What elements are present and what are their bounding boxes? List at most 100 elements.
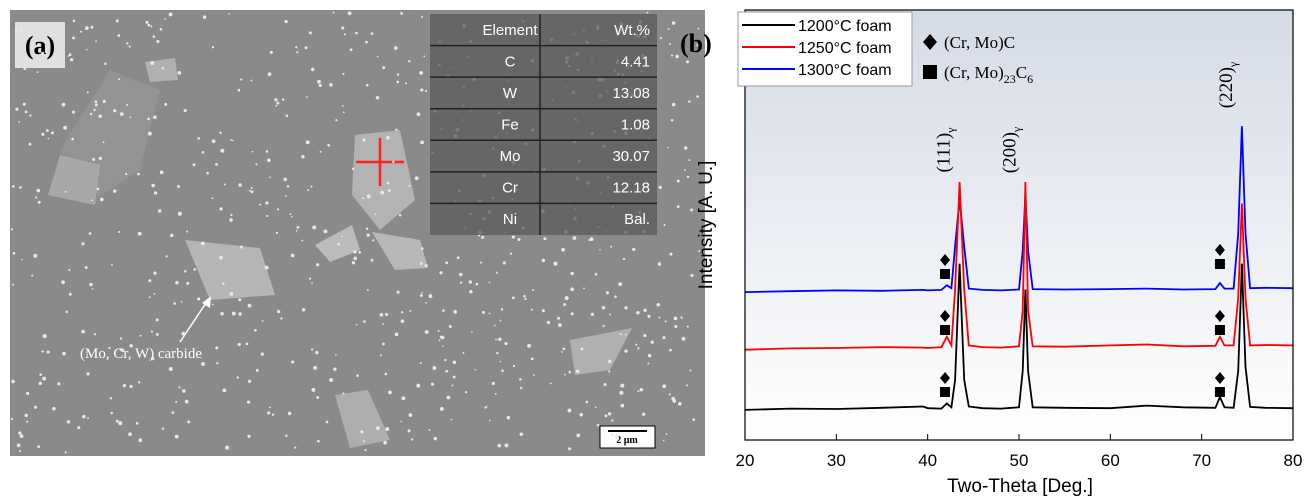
speckle bbox=[619, 390, 624, 395]
speckle bbox=[183, 109, 187, 113]
speckle bbox=[318, 83, 322, 88]
table-cell: Cr bbox=[502, 180, 518, 197]
speckle bbox=[16, 443, 21, 448]
speckle bbox=[267, 411, 271, 415]
speckle bbox=[688, 100, 691, 103]
speckle bbox=[313, 365, 317, 370]
speckle bbox=[138, 381, 141, 384]
speckle bbox=[614, 295, 617, 298]
speckle bbox=[245, 342, 249, 346]
speckle bbox=[512, 296, 515, 300]
speckle bbox=[512, 364, 516, 368]
speckle bbox=[392, 160, 395, 164]
speckle bbox=[400, 12, 403, 15]
series-line bbox=[744, 263, 1294, 411]
speckle bbox=[667, 146, 670, 149]
speckle bbox=[561, 247, 565, 252]
speckle bbox=[568, 370, 572, 374]
speckle bbox=[647, 314, 651, 318]
speckle bbox=[364, 448, 367, 452]
speckle bbox=[381, 342, 385, 346]
speckle bbox=[239, 245, 244, 249]
speckle bbox=[18, 120, 21, 123]
speckle bbox=[98, 114, 102, 118]
speckle bbox=[442, 345, 444, 347]
speckle bbox=[206, 171, 209, 175]
speckle bbox=[317, 79, 321, 84]
speckle bbox=[604, 414, 608, 418]
speckle bbox=[223, 183, 226, 186]
speckle bbox=[692, 418, 696, 421]
speckle bbox=[236, 376, 240, 379]
speckle bbox=[12, 185, 15, 188]
speckle bbox=[90, 25, 94, 29]
speckle bbox=[366, 233, 370, 237]
speckle bbox=[220, 311, 224, 316]
speckle bbox=[445, 261, 449, 265]
speckle bbox=[109, 397, 113, 400]
speckle bbox=[222, 388, 227, 393]
speckle bbox=[18, 450, 22, 453]
speckle bbox=[68, 268, 71, 272]
speckle bbox=[229, 218, 233, 222]
speckle bbox=[662, 336, 666, 340]
speckle bbox=[590, 312, 594, 316]
speckle bbox=[456, 256, 460, 260]
speckle bbox=[341, 235, 343, 238]
table-cell: W bbox=[503, 85, 518, 102]
speckle bbox=[583, 287, 585, 290]
speckle bbox=[589, 237, 594, 242]
speckle bbox=[620, 383, 625, 388]
table-cell: C bbox=[505, 53, 516, 70]
peak-label-phase: γ bbox=[1009, 126, 1023, 133]
speckle bbox=[41, 132, 45, 136]
speckle bbox=[200, 241, 205, 246]
speckle bbox=[517, 237, 521, 242]
speckle bbox=[28, 142, 32, 146]
speckle bbox=[126, 103, 129, 106]
speckle bbox=[658, 316, 661, 319]
speckle bbox=[182, 389, 186, 393]
speckle bbox=[388, 390, 392, 395]
table-cell: Element bbox=[482, 22, 538, 39]
speckle bbox=[643, 333, 647, 338]
speckle bbox=[156, 39, 160, 44]
speckle bbox=[90, 199, 93, 202]
speckle bbox=[419, 362, 422, 365]
speckle bbox=[541, 309, 545, 313]
speckle bbox=[250, 79, 253, 82]
speckle bbox=[312, 225, 317, 230]
speckle bbox=[42, 376, 47, 381]
speckle bbox=[89, 282, 93, 287]
carbide bbox=[335, 390, 390, 448]
speckle bbox=[504, 341, 508, 346]
speckle bbox=[510, 252, 513, 255]
speckle bbox=[175, 280, 179, 285]
speckle bbox=[671, 102, 676, 107]
speckle bbox=[479, 261, 483, 264]
speckle bbox=[168, 367, 173, 371]
speckle bbox=[553, 261, 558, 266]
speckle bbox=[329, 83, 333, 87]
speckle bbox=[26, 391, 30, 395]
speckle bbox=[670, 54, 674, 57]
speckle bbox=[491, 381, 495, 386]
speckle bbox=[421, 292, 424, 294]
speckle bbox=[237, 88, 241, 92]
speckle bbox=[400, 420, 403, 423]
speckle bbox=[424, 89, 428, 93]
speckle bbox=[611, 419, 614, 422]
speckle bbox=[497, 443, 502, 448]
speckle bbox=[14, 28, 18, 32]
speckle bbox=[656, 302, 661, 307]
speckle bbox=[237, 342, 241, 347]
speckle bbox=[157, 209, 162, 213]
speckle bbox=[276, 309, 281, 314]
speckle bbox=[453, 310, 458, 314]
speckle bbox=[315, 350, 319, 355]
x-tick-label: 40 bbox=[918, 451, 937, 470]
speckle bbox=[38, 381, 42, 386]
speckle bbox=[265, 150, 269, 153]
speckle bbox=[94, 100, 98, 104]
speckle bbox=[601, 305, 606, 310]
